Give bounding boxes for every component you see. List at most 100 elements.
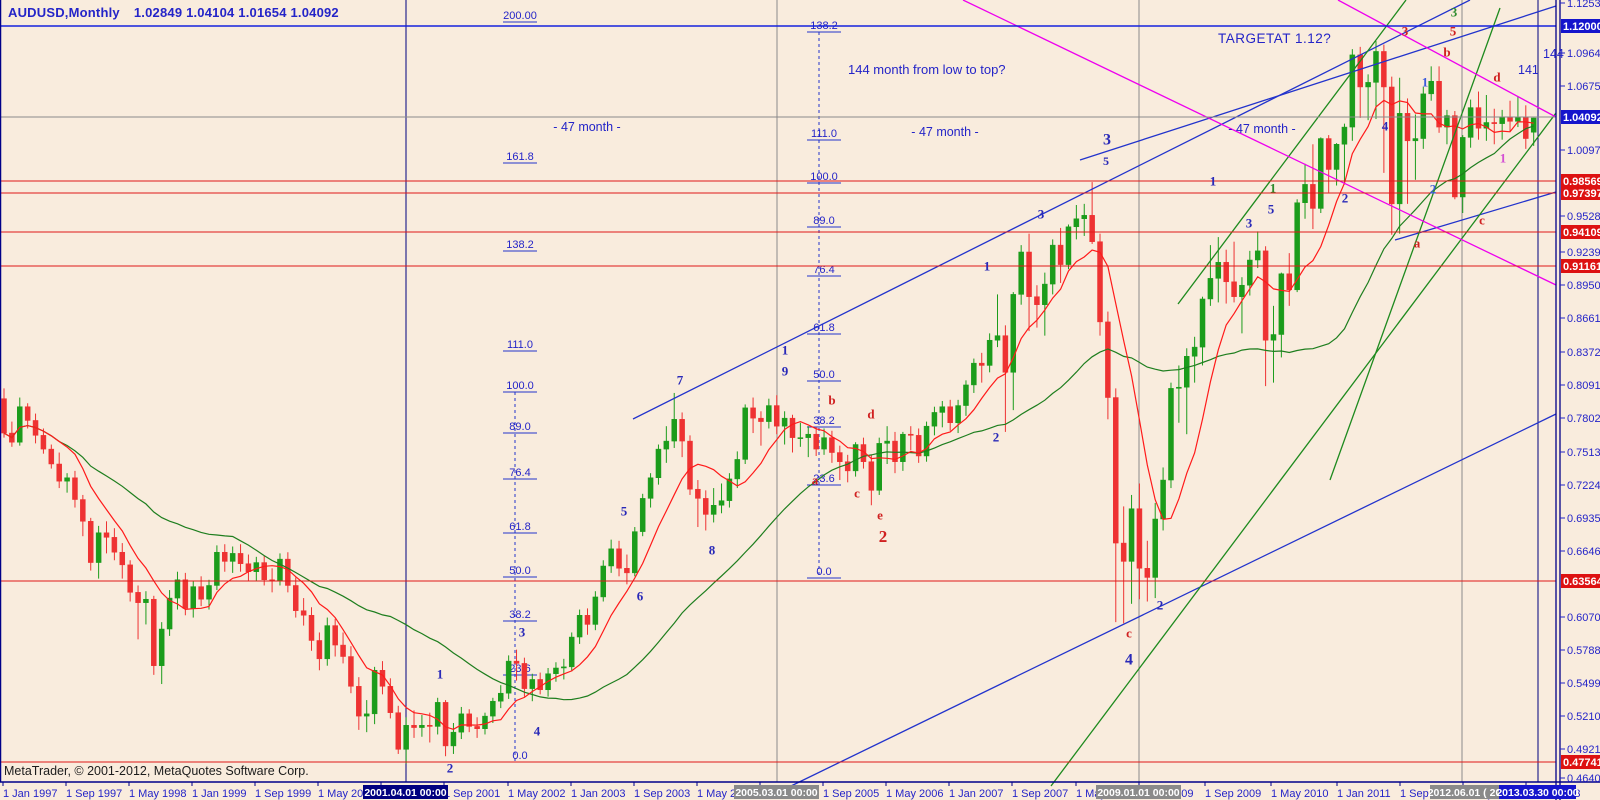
svg-text:23.6: 23.6 bbox=[509, 663, 530, 675]
svg-text:1: 1 bbox=[1210, 174, 1217, 189]
svg-text:1.00975: 1.00975 bbox=[1567, 145, 1600, 157]
svg-text:2: 2 bbox=[1430, 182, 1437, 197]
svg-text:3: 3 bbox=[1246, 216, 1253, 231]
svg-text:4: 4 bbox=[1382, 119, 1389, 134]
svg-text:9: 9 bbox=[782, 364, 789, 379]
svg-text:0.78025: 0.78025 bbox=[1567, 413, 1600, 425]
svg-text:2013.03.30 00:00: 2013.03.30 00:00 bbox=[1496, 787, 1578, 799]
hline-layer bbox=[0, 25, 1556, 763]
svg-text:61.8: 61.8 bbox=[509, 521, 530, 533]
months47-annotation-2: - 47 month - bbox=[911, 125, 979, 139]
candles-layer bbox=[1, 41, 1537, 764]
svg-text:1 Sep 2007: 1 Sep 2007 bbox=[1012, 788, 1068, 800]
svg-text:100.0: 100.0 bbox=[810, 171, 838, 183]
svg-text:b: b bbox=[1443, 45, 1450, 60]
svg-text:1 May 2006: 1 May 2006 bbox=[886, 788, 943, 800]
svg-text:c: c bbox=[854, 486, 860, 501]
svg-text:0.47741: 0.47741 bbox=[1563, 757, 1600, 769]
svg-text:a: a bbox=[1414, 236, 1421, 251]
price-axis[interactable]: 1.12535 1.12000 1.09645 1.06755 1.04092 1.009… bbox=[1560, 0, 1600, 785]
svg-text:2: 2 bbox=[879, 527, 888, 546]
svg-text:1 Sep 2003: 1 Sep 2003 bbox=[634, 788, 690, 800]
svg-text:100.0: 100.0 bbox=[506, 380, 534, 392]
svg-text:1 Jan 2007: 1 Jan 2007 bbox=[949, 788, 1003, 800]
count141-annotation: 141 bbox=[1518, 63, 1539, 77]
vline-layer bbox=[405, 0, 1539, 782]
svg-text:0.97397: 0.97397 bbox=[1563, 188, 1600, 200]
svg-text:5: 5 bbox=[621, 504, 628, 519]
svg-text:6: 6 bbox=[637, 589, 644, 604]
svg-text:7: 7 bbox=[677, 373, 684, 388]
svg-text:1: 1 bbox=[1422, 75, 1429, 90]
svg-text:1: 1 bbox=[984, 259, 991, 274]
time-axis[interactable]: 1 Jan 1997 1 Sep 1997 1 May 1998 1 Jan 1999… bbox=[2, 782, 1580, 800]
svg-text:38.2: 38.2 bbox=[813, 415, 834, 427]
svg-text:1 Jan 2003: 1 Jan 2003 bbox=[571, 788, 625, 800]
svg-text:0.72245: 0.72245 bbox=[1567, 480, 1600, 492]
svg-text:1: 1 bbox=[782, 343, 789, 358]
svg-text:1 May 2000: 1 May 2000 bbox=[318, 788, 375, 800]
svg-text:5: 5 bbox=[1450, 24, 1457, 39]
svg-text:161.8: 161.8 bbox=[506, 151, 534, 163]
svg-text:0.98569: 0.98569 bbox=[1563, 176, 1600, 188]
svg-text:76.4: 76.4 bbox=[509, 467, 530, 479]
svg-text:0.46405: 0.46405 bbox=[1567, 773, 1600, 785]
svg-text:5: 5 bbox=[1268, 202, 1275, 217]
svg-text:3: 3 bbox=[1402, 24, 1409, 39]
months47-annotation-3: - 47 month - bbox=[1228, 122, 1296, 136]
svg-text:1 Jan 1997: 1 Jan 1997 bbox=[3, 788, 57, 800]
svg-text:d: d bbox=[867, 407, 875, 422]
count144-annotation: 144 bbox=[1543, 47, 1564, 61]
svg-text:1 May 1998: 1 May 1998 bbox=[129, 788, 186, 800]
svg-text:200.00: 200.00 bbox=[503, 10, 537, 22]
svg-text:c: c bbox=[1126, 626, 1132, 641]
svg-text:1 Sep 1999: 1 Sep 1999 bbox=[255, 788, 311, 800]
svg-text:1.12000: 1.12000 bbox=[1563, 21, 1600, 33]
ma-layer bbox=[3, 99, 1534, 730]
svg-text:0.66465: 0.66465 bbox=[1567, 546, 1600, 558]
svg-text:1 Sep 2001: 1 Sep 2001 bbox=[444, 788, 500, 800]
months144-annotation: 144 month from low to top? bbox=[848, 62, 1006, 77]
trendline-layer bbox=[632, 0, 1557, 787]
chart-title: AUDUSD,Monthly 1.02849 1.04104 1.01654 1.… bbox=[8, 5, 339, 20]
svg-text:2005.03.01 00:00: 2005.03.01 00:00 bbox=[735, 787, 817, 799]
svg-text:111.0: 111.0 bbox=[507, 339, 533, 351]
svg-text:89.0: 89.0 bbox=[813, 215, 834, 227]
svg-text:1 Sep 1997: 1 Sep 1997 bbox=[66, 788, 122, 800]
svg-text:2: 2 bbox=[1157, 598, 1164, 613]
svg-text:5: 5 bbox=[1103, 154, 1109, 168]
svg-text:1.04092: 1.04092 bbox=[1563, 112, 1600, 124]
svg-text:2: 2 bbox=[993, 430, 1000, 445]
svg-text:1 May 2002: 1 May 2002 bbox=[508, 788, 565, 800]
svg-text:3: 3 bbox=[1451, 5, 1458, 20]
target-annotation: TARGETAT 1.12? bbox=[1218, 31, 1332, 46]
svg-text:e: e bbox=[877, 508, 883, 523]
symbol-period-label: AUDUSD,Monthly bbox=[8, 5, 120, 20]
svg-text:0.63564: 0.63564 bbox=[1563, 576, 1600, 588]
svg-text:1 Jan 2011: 1 Jan 2011 bbox=[1337, 788, 1391, 800]
svg-text:4: 4 bbox=[1125, 652, 1133, 669]
svg-text:1.12535: 1.12535 bbox=[1567, 0, 1600, 10]
svg-text:0.75135: 0.75135 bbox=[1567, 447, 1600, 459]
svg-text:4: 4 bbox=[534, 724, 541, 739]
months47-annotation-1: - 47 month - bbox=[553, 120, 621, 134]
svg-text:50.0: 50.0 bbox=[509, 565, 530, 577]
svg-text:89.0: 89.0 bbox=[509, 421, 530, 433]
svg-text:23.6: 23.6 bbox=[813, 473, 834, 485]
svg-text:2012.06.01 ( 20: 2012.06.01 ( 20 bbox=[1428, 787, 1502, 799]
svg-text:3: 3 bbox=[1103, 132, 1111, 149]
svg-text:76.4: 76.4 bbox=[813, 264, 834, 276]
fib-layer: 200.00 161.8 1 38.2 111.0 100.0 89.0 76.4 61.8 50… bbox=[503, 10, 841, 763]
